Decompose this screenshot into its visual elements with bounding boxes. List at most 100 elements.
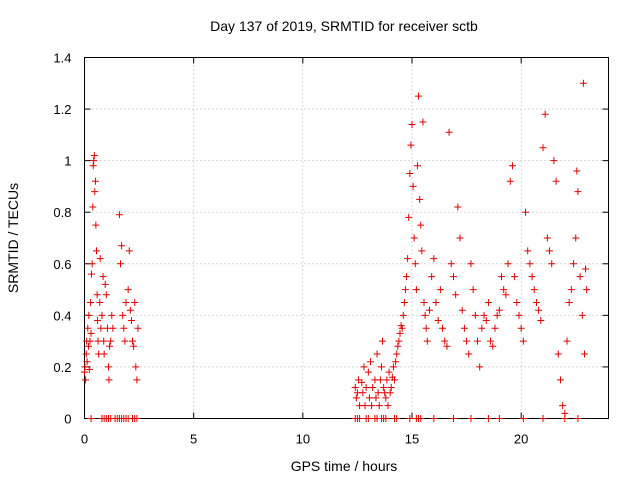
data-point [93, 291, 101, 299]
data-point [86, 337, 94, 345]
data-point [90, 151, 98, 159]
x-tick-label: 15 [405, 432, 419, 447]
data-point [578, 311, 586, 319]
data-point [445, 128, 453, 136]
data-point [552, 177, 560, 185]
data-point [90, 157, 98, 165]
data-point [573, 167, 581, 175]
data-point [478, 324, 486, 332]
data-point [82, 376, 90, 384]
data-point [100, 337, 108, 345]
x-tick-label: 0 [81, 432, 88, 447]
data-point [465, 350, 473, 358]
data-point [430, 415, 438, 422]
data-point [487, 337, 495, 345]
data-point [83, 358, 91, 366]
data-point [97, 324, 105, 332]
data-point [91, 188, 99, 196]
data-point [554, 350, 562, 358]
data-point [519, 337, 527, 345]
data-point [511, 273, 519, 281]
data-point [84, 324, 92, 332]
data-point [474, 337, 481, 345]
data-point [495, 306, 503, 314]
data-point [105, 376, 113, 384]
data-point [356, 415, 364, 422]
data-point [132, 363, 140, 371]
data-point [522, 208, 530, 216]
data-point [89, 203, 97, 211]
data-point [133, 415, 141, 422]
data-point [411, 260, 419, 268]
data-point [469, 286, 477, 294]
data-point [572, 234, 580, 242]
data-point [491, 324, 499, 332]
data-point [106, 342, 114, 350]
data-point [100, 350, 108, 358]
data-point [385, 368, 393, 376]
data-point [393, 350, 401, 358]
y-tick-label: 1.2 [53, 102, 71, 117]
data-point [122, 298, 130, 306]
data-point [515, 311, 523, 319]
data-point [524, 247, 532, 255]
data-point [87, 270, 95, 278]
data-point [528, 273, 536, 281]
data-point [441, 337, 449, 345]
data-point [398, 324, 406, 332]
data-point [387, 384, 395, 392]
data-point [84, 342, 92, 350]
data-point [87, 415, 95, 422]
data-point [88, 260, 96, 268]
data-point [359, 389, 367, 397]
data-point [395, 337, 403, 345]
data-point [115, 211, 123, 219]
data-point [519, 415, 527, 422]
data-point [543, 234, 551, 242]
data-point [452, 291, 460, 299]
data-point [436, 286, 444, 294]
y-tick-label: 0.4 [53, 308, 71, 323]
data-point [130, 342, 138, 350]
data-point [419, 118, 427, 126]
data-point [532, 298, 540, 306]
chart-title: Day 137 of 2019, SRMTID for receiver sct… [210, 18, 478, 34]
data-point [377, 363, 385, 371]
y-tick-label: 0.2 [53, 360, 71, 375]
data-point [117, 260, 125, 268]
data-point [121, 337, 129, 345]
data-point [423, 337, 431, 345]
data-point [422, 324, 430, 332]
data-point [463, 337, 471, 345]
data-point [393, 415, 401, 422]
data-point [361, 402, 369, 410]
data-point [513, 298, 521, 306]
data-point [404, 255, 412, 263]
data-point [403, 273, 411, 281]
data-point [416, 195, 424, 203]
data-point [456, 234, 464, 242]
data-point [563, 337, 571, 345]
data-point [495, 415, 503, 422]
data-point [439, 324, 447, 332]
data-point [360, 363, 368, 371]
data-point [362, 384, 370, 392]
data-point [373, 350, 381, 358]
data-point [425, 306, 433, 314]
data-point [413, 162, 421, 170]
data-point [85, 311, 93, 319]
data-point [383, 376, 391, 384]
data-point [570, 260, 578, 268]
data-point [382, 394, 390, 402]
data-point [93, 247, 101, 255]
data-point [565, 298, 573, 306]
data-point [432, 298, 440, 306]
data-point [449, 273, 457, 281]
data-point [99, 273, 107, 281]
data-point [87, 329, 95, 337]
data-point [535, 306, 543, 314]
data-point [583, 286, 591, 294]
data-point [526, 260, 534, 268]
data-point [96, 255, 104, 263]
data-point [574, 188, 582, 196]
